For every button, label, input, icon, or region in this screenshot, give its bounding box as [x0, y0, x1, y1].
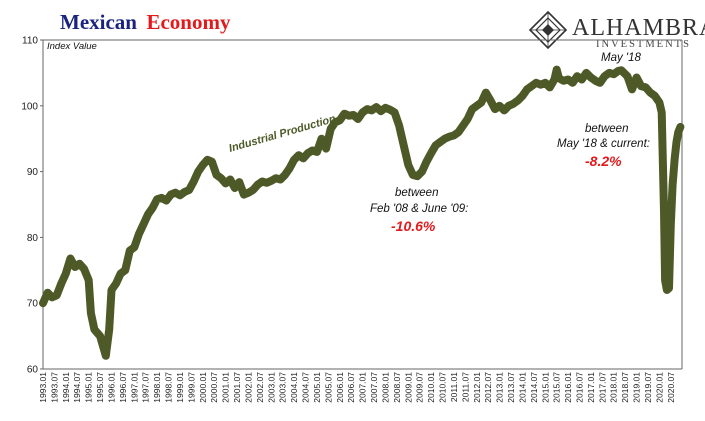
plot-frame [42, 39, 683, 370]
x-tick-label: 2014.01 [517, 372, 527, 403]
x-tick-label: 1997.07 [141, 372, 151, 403]
x-tick-label: 2009.01 [403, 372, 413, 403]
x-tick-label: 2012.01 [472, 372, 482, 403]
alhambra-logo: ALHAMBRA INVESTMENTS [528, 10, 705, 50]
x-tick-label: 2017.01 [586, 372, 596, 403]
current-annotation-line2: May '18 & current: [557, 138, 650, 150]
title-part-2: Economy [146, 10, 231, 34]
gfc-annotation-line1: between [395, 187, 438, 199]
x-tick-label: 2015.01 [540, 372, 550, 403]
x-tick-label: 1998.07 [164, 372, 174, 403]
title-part-1: Mexican [60, 10, 137, 34]
x-tick-label: 2004.07 [301, 372, 311, 403]
x-axis-ticks: 1993.01 1993.07 1994.01 1994.07 1995.01 1995.… [38, 372, 676, 403]
x-tick-label: 2005.01 [312, 372, 322, 403]
x-tick-label: 2015.07 [552, 372, 562, 403]
gfc-annotation-line2: Feb '08 & June '09: [370, 203, 468, 215]
x-tick-label: 2000.07 [209, 372, 219, 403]
gfc-annotation-pct: -10.6% [391, 218, 436, 234]
x-tick-label: 2008.01 [380, 372, 390, 403]
x-tick-label: 2002.01 [243, 372, 253, 403]
peak-label: May '18 [601, 52, 642, 64]
x-tick-label: 2007.07 [369, 372, 379, 403]
x-tick-label: 2018.01 [609, 372, 619, 403]
x-tick-label: 1995.01 [84, 372, 94, 403]
x-tick-label: 2019.01 [632, 372, 642, 403]
x-tick-label: 2000.01 [198, 372, 208, 403]
y-tick-label: 60 [27, 365, 39, 376]
x-tick-label: 2011.01 [449, 372, 459, 402]
x-tick-label: 2003.07 [278, 372, 288, 403]
x-tick-label: 1999.07 [186, 372, 196, 403]
x-tick-label: 1996.01 [106, 372, 116, 403]
alhambra-logo-icon [528, 10, 568, 50]
x-tick-label: 1993.07 [49, 372, 59, 403]
logo-name: ALHAMBRA [572, 15, 705, 41]
x-tick-label: 2006.01 [335, 372, 345, 403]
x-tick-label: 2012.07 [483, 372, 493, 403]
y-axis-ticks: 60 70 80 90 100 110 [21, 36, 43, 376]
current-annotation-pct: -8.2% [585, 153, 622, 169]
x-tick-label: 1995.07 [95, 372, 105, 403]
x-tick-label: 1993.01 [38, 372, 48, 403]
x-tick-label: 2010.01 [426, 372, 436, 403]
x-tick-label: 2006.07 [346, 372, 356, 403]
x-tick-label: 2019.07 [643, 372, 653, 403]
chart-title: Mexican Economy [60, 10, 231, 34]
x-tick-label: 2003.01 [266, 372, 276, 403]
x-tick-label: 2017.07 [597, 372, 607, 403]
x-tick-label: 2001.07 [232, 372, 242, 403]
x-tick-label: 1997.01 [129, 372, 139, 403]
x-tick-label: 2008.07 [392, 372, 402, 403]
y-axis-label: Index Value [47, 41, 97, 52]
x-tick-label: 2020.07 [666, 372, 676, 403]
x-tick-label: 2010.07 [438, 372, 448, 403]
x-tick-label: 2007.01 [358, 372, 368, 403]
x-tick-label: 2016.07 [574, 372, 584, 403]
x-tick-label: 2005.07 [323, 372, 333, 403]
x-tick-label: 2013.01 [495, 372, 505, 403]
y-tick-label: 70 [27, 299, 39, 310]
x-tick-label: 2016.01 [563, 372, 573, 403]
x-tick-label: 2014.07 [529, 372, 539, 403]
x-tick-label: 2020.01 [654, 372, 664, 403]
x-tick-label: 2004.01 [289, 372, 299, 403]
y-tick-label: 80 [27, 233, 39, 244]
x-tick-label: 2018.07 [620, 372, 630, 403]
x-tick-label: 2011.07 [460, 372, 470, 402]
x-tick-label: 1994.07 [72, 372, 82, 403]
x-tick-label: 1999.01 [175, 372, 185, 403]
series-line-industrial-production [39, 65, 685, 360]
y-tick-label: 90 [27, 167, 39, 178]
x-tick-label: 1998.01 [152, 372, 162, 403]
x-tick-label: 1996.07 [118, 372, 128, 403]
x-tick-label: 2013.07 [506, 372, 516, 403]
y-tick-label: 110 [22, 36, 38, 47]
x-tick-label: 2009.07 [415, 372, 425, 403]
x-tick-label: 1994.01 [61, 372, 71, 403]
x-tick-label: 2001.01 [221, 372, 231, 403]
current-annotation-line1: between [585, 123, 628, 135]
x-tick-label: 2002.07 [255, 372, 265, 403]
y-tick-label: 100 [21, 101, 38, 112]
logo-sub: INVESTMENTS [596, 39, 691, 50]
